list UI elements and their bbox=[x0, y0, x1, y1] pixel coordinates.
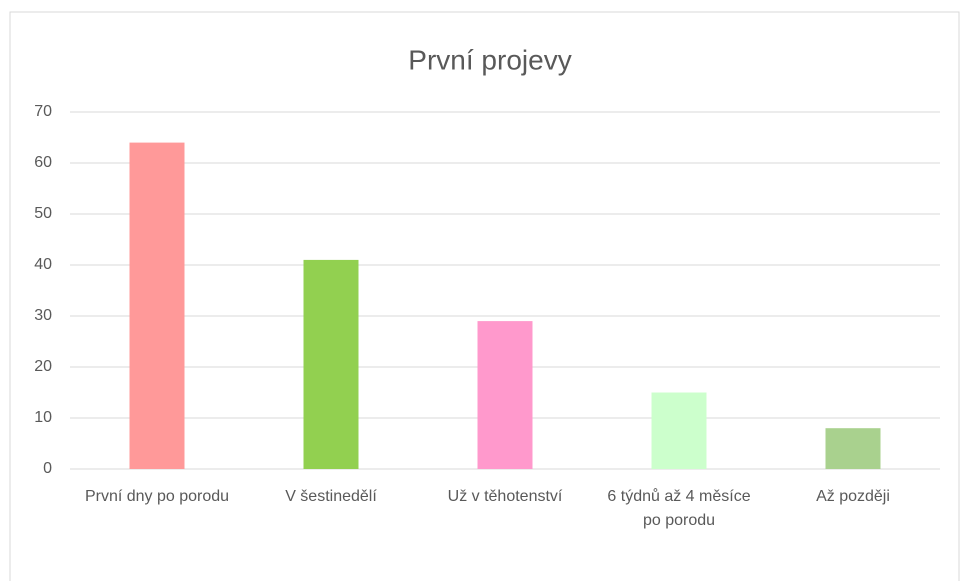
y-tick-label: 60 bbox=[34, 154, 52, 171]
y-tick-label: 10 bbox=[34, 409, 52, 426]
x-tick-label: V šestinedělí bbox=[285, 488, 377, 505]
bar bbox=[477, 321, 533, 469]
bar bbox=[129, 142, 185, 469]
bar bbox=[303, 259, 359, 469]
y-tick-label: 20 bbox=[34, 358, 52, 375]
bar bbox=[825, 428, 881, 469]
y-tick-label: 70 bbox=[34, 103, 52, 120]
x-tick-label: Až později bbox=[816, 488, 890, 505]
x-tick-label: Už v těhotenství bbox=[447, 488, 563, 505]
chart-frame bbox=[9, 11, 960, 581]
chart-title: První projevy bbox=[408, 44, 571, 75]
x-tick-label: 6 týdnů až 4 měsíce po porodu bbox=[607, 488, 751, 529]
bar bbox=[651, 392, 707, 469]
y-tick-label: 50 bbox=[34, 205, 52, 222]
y-tick-label: 0 bbox=[43, 460, 52, 477]
x-tick-label: První dny po porodu bbox=[84, 488, 230, 505]
y-tick-label: 30 bbox=[34, 307, 52, 324]
y-tick-label: 40 bbox=[34, 256, 52, 273]
